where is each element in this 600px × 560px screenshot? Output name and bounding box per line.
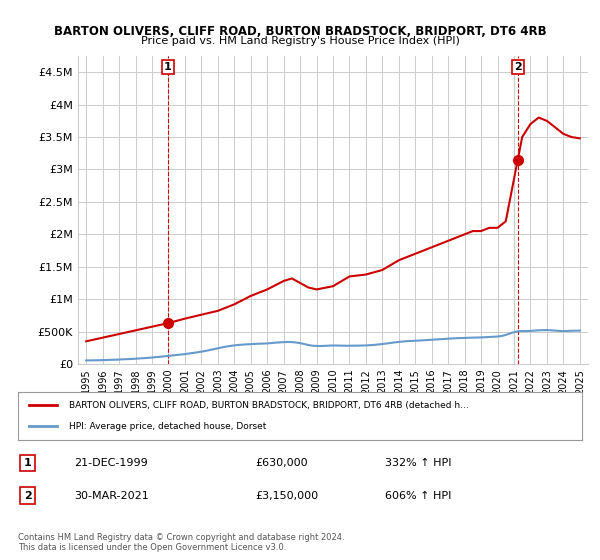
Text: 1: 1 <box>23 458 31 468</box>
Text: £630,000: £630,000 <box>255 458 308 468</box>
Text: 21-DEC-1999: 21-DEC-1999 <box>74 458 148 468</box>
Text: 2: 2 <box>514 62 521 72</box>
Text: Contains HM Land Registry data © Crown copyright and database right 2024.: Contains HM Land Registry data © Crown c… <box>18 533 344 542</box>
Text: BARTON OLIVERS, CLIFF ROAD, BURTON BRADSTOCK, BRIDPORT, DT6 4RB: BARTON OLIVERS, CLIFF ROAD, BURTON BRADS… <box>53 25 547 38</box>
Text: £3,150,000: £3,150,000 <box>255 491 318 501</box>
Text: 332% ↑ HPI: 332% ↑ HPI <box>385 458 451 468</box>
Text: 30-MAR-2021: 30-MAR-2021 <box>74 491 149 501</box>
Text: 606% ↑ HPI: 606% ↑ HPI <box>385 491 451 501</box>
Text: This data is licensed under the Open Government Licence v3.0.: This data is licensed under the Open Gov… <box>18 543 286 552</box>
Text: HPI: Average price, detached house, Dorset: HPI: Average price, detached house, Dors… <box>69 422 266 431</box>
Text: Price paid vs. HM Land Registry's House Price Index (HPI): Price paid vs. HM Land Registry's House … <box>140 36 460 46</box>
Text: 1: 1 <box>164 62 172 72</box>
Text: 2: 2 <box>23 491 31 501</box>
Text: BARTON OLIVERS, CLIFF ROAD, BURTON BRADSTOCK, BRIDPORT, DT6 4RB (detached h…: BARTON OLIVERS, CLIFF ROAD, BURTON BRADS… <box>69 401 469 410</box>
